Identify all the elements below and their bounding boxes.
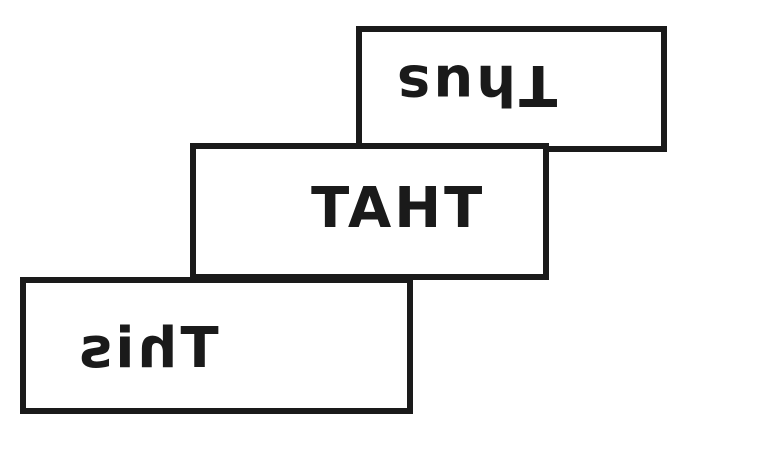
card-middle: THAT	[190, 143, 549, 280]
card-bottom-word: This	[76, 316, 219, 381]
card-top: Thus	[356, 26, 667, 152]
card-bottom: This	[20, 277, 413, 414]
card-middle-word: THAT	[308, 176, 483, 241]
card-top-word: Thus	[394, 52, 558, 117]
